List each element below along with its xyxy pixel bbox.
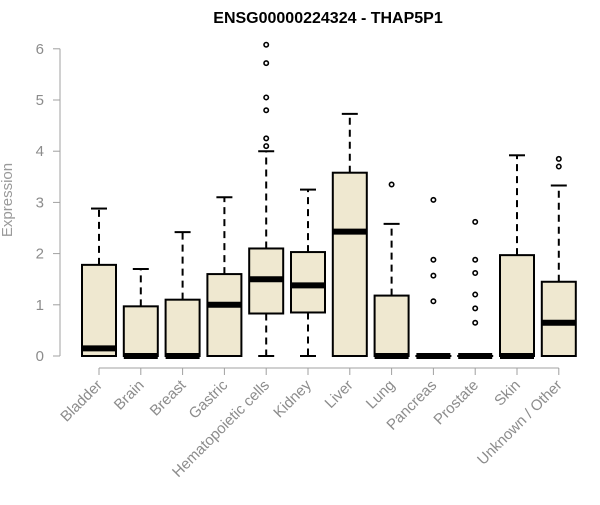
y-tick-label: 2: [36, 246, 44, 263]
x-tick-label: Skin: [491, 377, 524, 410]
box-unknown-other: [542, 157, 576, 356]
outlier-point: [431, 258, 435, 262]
box-prostate: [458, 220, 492, 356]
box-hematopoietic-cells: [249, 43, 283, 356]
x-tick-label: Bladder: [57, 377, 106, 426]
outlier-point: [264, 108, 268, 112]
outlier-point: [473, 306, 477, 310]
box-lung: [375, 182, 409, 356]
box-bladder: [82, 209, 116, 356]
y-tick-label: 0: [36, 348, 44, 365]
outlier-point: [264, 61, 268, 65]
outlier-point: [264, 144, 268, 148]
outlier-point: [473, 258, 477, 262]
outlier-point: [431, 299, 435, 303]
box-iqr: [333, 173, 367, 356]
outlier-point: [557, 164, 561, 168]
box-skin: [500, 155, 534, 356]
box-breast: [166, 232, 200, 356]
box-iqr: [542, 282, 576, 356]
y-axis-label: Expression: [0, 163, 16, 237]
x-tick-label: Kidney: [270, 376, 315, 421]
outlier-point: [431, 198, 435, 202]
y-axis: 0 1 2 3 4 5 6: [36, 41, 60, 365]
box-iqr: [375, 296, 409, 356]
x-tick-label: Liver: [322, 377, 357, 412]
box-iqr: [291, 252, 325, 312]
y-tick-label: 3: [36, 194, 44, 211]
x-tick-label: Lung: [363, 377, 399, 413]
outlier-point: [431, 273, 435, 277]
outlier-point: [473, 321, 477, 325]
y-tick-label: 1: [36, 297, 44, 314]
box-pancreas: [416, 198, 450, 356]
box-gastric: [207, 197, 241, 356]
outlier-point: [557, 157, 561, 161]
y-tick-label: 4: [36, 143, 44, 160]
y-tick-label: 5: [36, 92, 44, 109]
box-iqr: [500, 255, 534, 356]
boxes: [82, 43, 576, 357]
outlier-point: [264, 95, 268, 99]
box-liver: [333, 114, 367, 356]
chart-title: ENSG00000224324 - THAP5P1: [213, 10, 443, 27]
y-tick-label: 6: [36, 41, 44, 58]
box-iqr: [124, 306, 158, 356]
box-iqr: [166, 300, 200, 356]
x-tick-label: Brain: [111, 377, 148, 414]
x-tick-label: Prostate: [430, 377, 482, 429]
outlier-point: [389, 182, 393, 186]
outlier-point: [264, 136, 268, 140]
box-kidney: [291, 190, 325, 356]
x-tick-label: Breast: [147, 376, 190, 419]
outlier-point: [473, 220, 477, 224]
box-brain: [124, 269, 158, 356]
box-iqr: [207, 274, 241, 356]
outlier-point: [264, 43, 268, 47]
outlier-point: [473, 271, 477, 275]
outlier-point: [473, 292, 477, 296]
box-iqr: [82, 265, 116, 356]
